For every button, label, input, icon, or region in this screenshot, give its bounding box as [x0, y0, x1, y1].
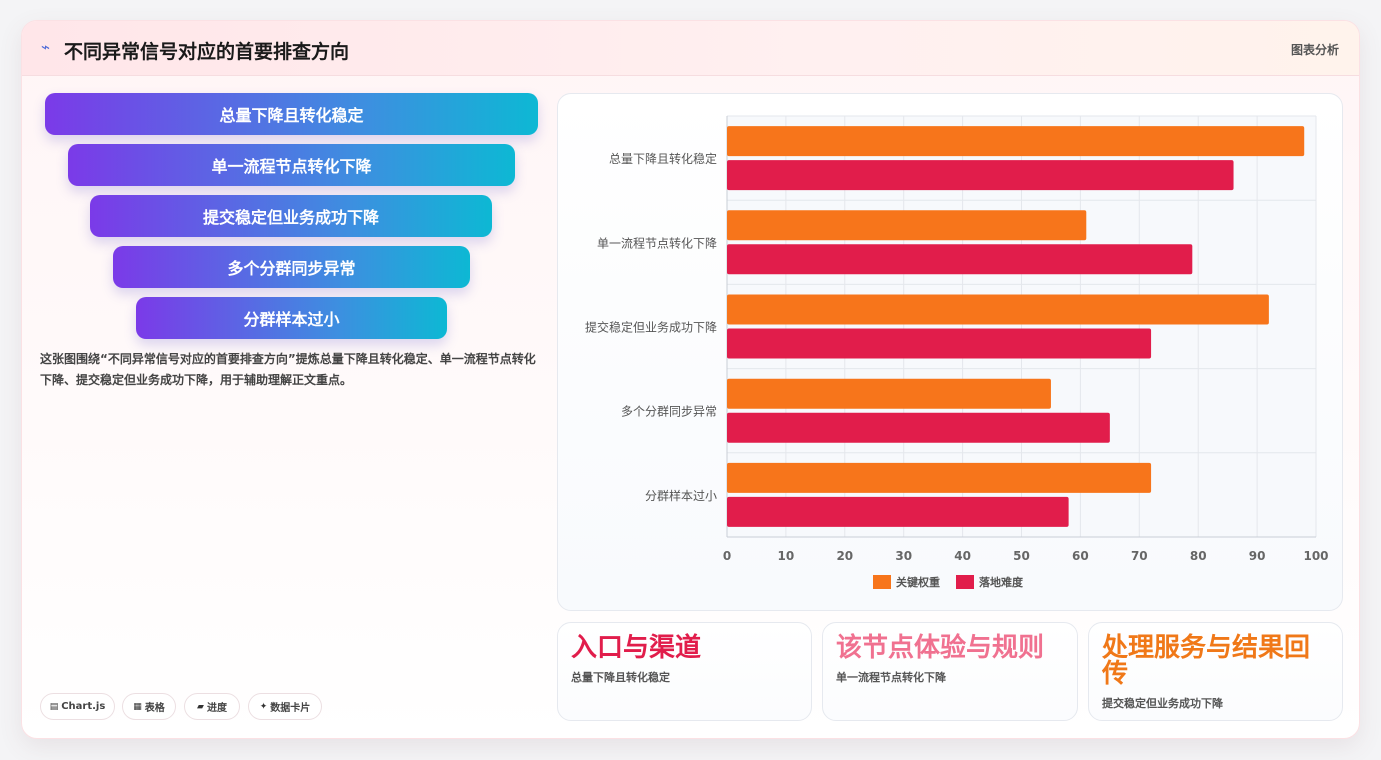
- chart-analysis-label: 图表分析: [1290, 43, 1339, 57]
- y-category-label: 多个分群同步异常: [621, 405, 717, 419]
- funnel-step: 总量下降且转化稳定: [45, 93, 538, 135]
- stat-card-service: 处理服务与结果回传 提交稳定但业务成功下降: [1088, 622, 1343, 721]
- bar-key-weight: [727, 378, 1051, 409]
- bar-difficulty: [727, 160, 1234, 191]
- bar-difficulty: [727, 496, 1069, 527]
- y-category-label: 提交稳定但业务成功下降: [585, 320, 717, 335]
- sparkle-icon: ✦: [259, 701, 268, 712]
- header: ⌁ 不同异常信号对应的首要排查方向 图表分析: [22, 21, 1359, 76]
- table-icon: ▤: [49, 701, 59, 712]
- bar-difficulty: [727, 328, 1152, 359]
- stat-subtitle: 提交稳定但业务成功下降: [1102, 697, 1223, 710]
- legend-label: 落地难度: [979, 575, 1024, 589]
- legend-swatch: [873, 575, 891, 589]
- funnel-step: 多个分群同步异常: [113, 246, 470, 288]
- y-category-label: 总量下降且转化稳定: [609, 151, 717, 166]
- main-card: ⌁ 不同异常信号对应的首要排查方向 图表分析 总量下降且转化稳定 单一流程节点转…: [21, 20, 1360, 739]
- x-tick-label: 30: [895, 549, 912, 563]
- stat-title: 处理服务与结果回传: [1102, 633, 1311, 689]
- grid-icon: ▦: [133, 701, 142, 712]
- x-tick-label: 50: [1013, 549, 1030, 563]
- stat-subtitle: 单一流程节点转化下降: [836, 671, 946, 684]
- x-tick-label: 100: [1303, 549, 1328, 563]
- chip-label: 数据卡片: [270, 703, 311, 714]
- legend-label: 关键权重: [896, 575, 940, 589]
- chip-data-card[interactable]: ✦ 数据卡片: [248, 693, 322, 720]
- funnel-step: 提交稳定但业务成功下降: [90, 195, 492, 237]
- y-category-label: 分群样本过小: [645, 488, 717, 503]
- stat-subtitle: 总量下降且转化稳定: [571, 671, 670, 684]
- chart-description: 这张图围绕“不同异常信号对应的首要排查方向”提炼总量下降且转化稳定、单一流程节点…: [40, 352, 536, 387]
- chip-table[interactable]: ▦ 表格: [122, 693, 176, 720]
- stat-title: 该节点体验与规则: [836, 633, 1045, 663]
- pulse-icon: ⌁: [41, 38, 51, 56]
- bar-key-weight: [727, 294, 1269, 325]
- stat-title: 入口与渠道: [571, 633, 702, 663]
- x-tick-label: 10: [778, 549, 795, 563]
- legend-swatch: [956, 575, 974, 589]
- bar-difficulty: [727, 244, 1193, 275]
- x-tick-label: 60: [1072, 549, 1089, 563]
- x-tick-label: 0: [723, 549, 731, 563]
- x-tick-label: 90: [1249, 549, 1266, 563]
- y-category-label: 单一流程节点转化下降: [597, 235, 717, 250]
- chip-label: 表格: [144, 703, 165, 714]
- chip-label: 进度: [206, 703, 227, 714]
- bar-difficulty: [727, 412, 1110, 443]
- x-tick-label: 40: [954, 549, 971, 563]
- stat-card-node: 该节点体验与规则 单一流程节点转化下降: [822, 622, 1078, 721]
- bar-key-weight: [727, 126, 1305, 157]
- x-tick-label: 70: [1131, 549, 1148, 563]
- chip-chartjs[interactable]: ▤ Chart.js: [40, 693, 115, 720]
- x-tick-label: 80: [1190, 549, 1207, 563]
- funnel-step: 分群样本过小: [136, 297, 447, 339]
- bar-key-weight: [727, 462, 1152, 493]
- chart-panel: 0 10 20 30 40 50 60 70 80 90 100 总量下降且转化稳定单一流程节点转化下…: [557, 93, 1343, 611]
- x-tick-label: 20: [836, 549, 853, 563]
- stat-card-entry: 入口与渠道 总量下降且转化稳定: [557, 622, 812, 721]
- funnel-step: 单一流程节点转化下降: [68, 144, 515, 186]
- bar-key-weight: [727, 210, 1087, 241]
- page-title: 不同异常信号对应的首要排查方向: [64, 41, 350, 63]
- chip-progress[interactable]: ▰ 进度: [184, 693, 240, 720]
- progress-icon: ▰: [197, 701, 204, 712]
- chip-label: Chart.js: [61, 701, 106, 712]
- bar-chart: 0 10 20 30 40 50 60 70 80 90 100 总量下降且转化稳定单一流程节点转化下…: [585, 115, 1329, 589]
